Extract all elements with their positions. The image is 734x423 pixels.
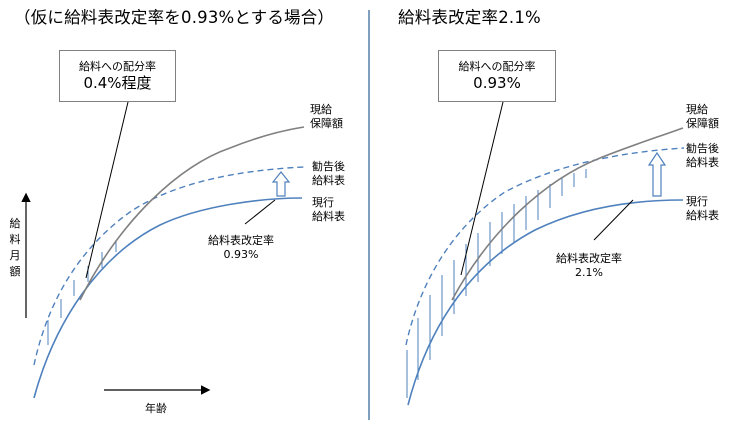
y-axis-label-char: 月 bbox=[9, 249, 21, 262]
left-callout-value: 0.4%程度 bbox=[83, 74, 152, 92]
right-guaranteed-label: 現給 保障額 bbox=[686, 103, 719, 131]
right-current-label-line1: 現行 bbox=[686, 195, 708, 208]
left-callout-caption: 給料への配分率 bbox=[79, 60, 156, 73]
right-current-label: 現行 給料表 bbox=[686, 195, 719, 223]
right-rate-label: 給料表改定率 2.1% bbox=[545, 252, 633, 280]
right-panel-title: 給料表改定率2.1% bbox=[398, 8, 541, 27]
left-guaranteed-label-line2: 保障額 bbox=[310, 117, 343, 130]
left-recommended-curve bbox=[33, 166, 305, 366]
left-rate-caption: 給料表改定率 bbox=[208, 234, 274, 247]
left-callout-pointer bbox=[85, 101, 129, 279]
right-recommended-curve bbox=[405, 147, 685, 346]
right-recommended-label: 勧告後 給料表 bbox=[686, 142, 719, 170]
left-rate-value: 0.93% bbox=[223, 248, 259, 261]
left-current-label-line2: 給料表 bbox=[312, 210, 345, 223]
right-allocation-callout: 給料への配分率 0.93% bbox=[438, 50, 556, 102]
right-callout-pointer bbox=[460, 101, 504, 276]
right-recommended-label-line2: 給料表 bbox=[686, 156, 719, 169]
left-current-label: 現行 給料表 bbox=[312, 196, 345, 224]
right-hatch-lines bbox=[406, 169, 587, 398]
left-rate-label: 給料表改定率 0.93% bbox=[197, 234, 285, 262]
right-guaranteed-label-line1: 現給 bbox=[686, 103, 708, 116]
right-up-arrow-icon bbox=[647, 151, 667, 197]
y-axis-label: 給 料 月 額 bbox=[9, 216, 21, 280]
left-guaranteed-label-line1: 現給 bbox=[310, 103, 332, 116]
x-axis-label: 年齢 bbox=[145, 402, 167, 415]
left-allocation-callout: 給料への配分率 0.4%程度 bbox=[59, 50, 176, 102]
left-up-arrow-icon bbox=[271, 171, 291, 197]
left-guaranteed-curve bbox=[79, 126, 305, 301]
right-guaranteed-curve bbox=[451, 127, 684, 301]
right-guaranteed-label-line2: 保障額 bbox=[686, 117, 719, 130]
right-current-curve bbox=[407, 199, 684, 406]
left-panel-title: （仮に給料表改定率を0.93%とする場合） bbox=[14, 8, 335, 27]
left-current-curve bbox=[33, 197, 303, 399]
right-recommended-label-line1: 勧告後 bbox=[686, 142, 719, 155]
right-rate-caption: 給料表改定率 bbox=[556, 252, 622, 265]
panel-divider bbox=[368, 10, 370, 420]
left-recommended-label: 勧告後 給料表 bbox=[312, 160, 345, 188]
left-rate-pointer bbox=[244, 199, 276, 225]
right-current-label-line2: 給料表 bbox=[686, 209, 719, 222]
y-axis-label-char: 額 bbox=[9, 265, 21, 278]
right-rate-pointer bbox=[593, 199, 634, 241]
right-rate-value: 2.1% bbox=[575, 266, 603, 279]
right-callout-caption: 給料への配分率 bbox=[458, 60, 536, 73]
y-axis-label-char: 料 bbox=[9, 233, 21, 246]
left-recommended-label-line2: 給料表 bbox=[312, 174, 345, 187]
y-axis-label-char: 給 bbox=[9, 217, 21, 230]
left-guaranteed-label: 現給 保障額 bbox=[310, 103, 343, 131]
left-current-label-line1: 現行 bbox=[312, 196, 334, 209]
left-recommended-label-line1: 勧告後 bbox=[312, 160, 345, 173]
right-callout-value: 0.93% bbox=[473, 74, 521, 92]
